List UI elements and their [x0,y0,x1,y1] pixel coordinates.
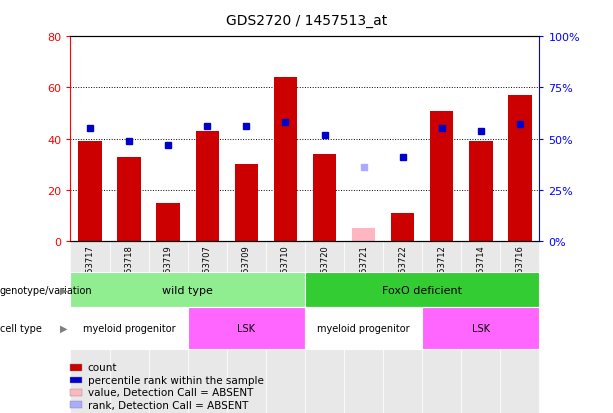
Bar [156,203,180,242]
Text: percentile rank within the sample: percentile rank within the sample [88,375,264,385]
Bar [235,165,258,242]
Text: rank, Detection Call = ABSENT: rank, Detection Call = ABSENT [88,400,248,410]
Text: ▶: ▶ [60,285,67,295]
Bar [422,242,462,413]
Text: LSK: LSK [472,323,490,333]
Bar [344,242,383,413]
Bar [391,214,414,242]
Bar [78,142,102,242]
Bar [500,242,539,413]
Bar [352,229,375,242]
Text: FoxO deficient: FoxO deficient [382,285,462,295]
Bar [196,132,219,242]
Text: myeloid progenitor: myeloid progenitor [83,323,175,333]
Bar [313,155,336,242]
Bar [70,242,110,413]
Text: wild type: wild type [162,285,213,295]
Text: value, Detection Call = ABSENT: value, Detection Call = ABSENT [88,387,253,397]
Bar [305,242,344,413]
Bar [227,242,266,413]
Bar [462,242,500,413]
Bar [508,96,531,242]
Text: count: count [88,363,117,373]
Text: LSK: LSK [237,323,256,333]
Bar [274,78,297,242]
Bar [110,242,149,413]
Bar [469,142,493,242]
Bar [188,242,227,413]
Text: genotype/variation: genotype/variation [0,285,93,295]
Bar [430,111,454,242]
Bar [266,242,305,413]
Text: GDS2720 / 1457513_at: GDS2720 / 1457513_at [226,14,387,28]
Bar [149,242,188,413]
Text: ▶: ▶ [60,323,67,333]
Bar [383,242,422,413]
Text: cell type: cell type [0,323,42,333]
Text: myeloid progenitor: myeloid progenitor [318,323,410,333]
Bar [118,157,141,242]
